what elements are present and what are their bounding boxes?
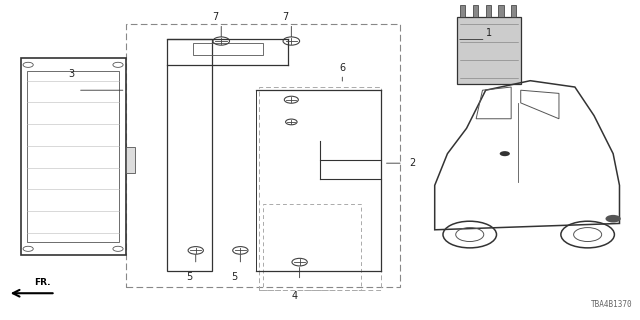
Text: 6: 6 — [339, 63, 346, 73]
Text: 5: 5 — [186, 272, 193, 282]
Polygon shape — [473, 4, 478, 17]
Text: 7: 7 — [212, 12, 218, 22]
Text: 2: 2 — [409, 158, 415, 168]
Circle shape — [500, 151, 510, 156]
Text: TBA4B1370: TBA4B1370 — [591, 300, 632, 309]
Text: 7: 7 — [282, 12, 288, 22]
Text: FR.: FR. — [35, 278, 51, 287]
Polygon shape — [511, 4, 516, 17]
Polygon shape — [499, 4, 504, 17]
Polygon shape — [486, 4, 491, 17]
Polygon shape — [457, 17, 521, 84]
Text: 5: 5 — [231, 272, 237, 282]
Text: 1: 1 — [486, 28, 492, 38]
Text: 4: 4 — [291, 292, 298, 301]
Circle shape — [605, 215, 621, 222]
Polygon shape — [125, 147, 135, 173]
Polygon shape — [460, 4, 465, 17]
Text: 3: 3 — [68, 69, 74, 79]
